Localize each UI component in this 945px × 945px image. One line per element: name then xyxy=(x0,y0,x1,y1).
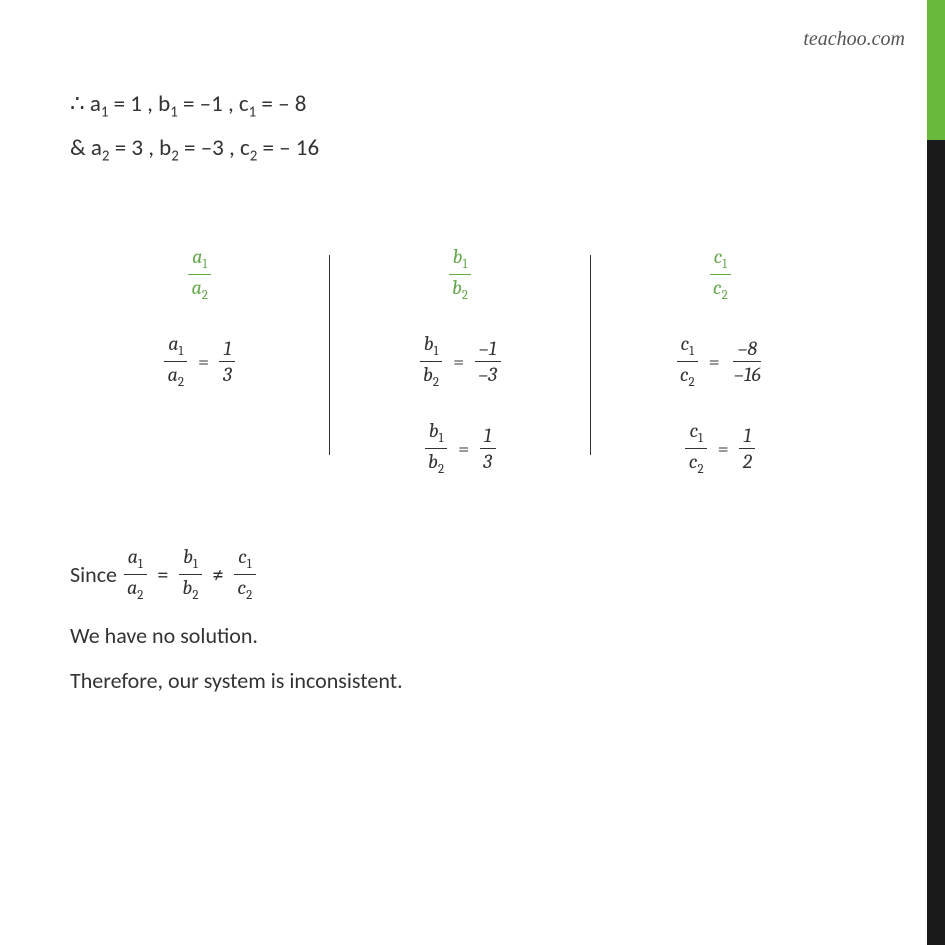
no-solution-line: We have no solution. xyxy=(70,622,850,649)
ratio-b-header: b1 b2 xyxy=(448,245,472,304)
ratio-b-value: b1 b2 = 1 3 xyxy=(424,419,496,478)
column-a: a1 a2 a1 a2 = 1 3 xyxy=(70,245,329,391)
ratio-c-step1: c1 c2 = –8 –16 xyxy=(676,332,765,391)
ratio-columns: a1 a2 a1 a2 = 1 3 b1 b2 xyxy=(70,245,850,475)
ampersand-symbol: & xyxy=(70,134,86,162)
inconsistent-line: Therefore, our system is inconsistent. xyxy=(70,667,850,694)
ratio-a-value: a1 a2 = 1 3 xyxy=(164,332,236,391)
a1-value: 1 xyxy=(130,90,142,118)
column-b: b1 b2 b1 b2 = –1 –3 b1 b2 = xyxy=(330,245,589,478)
given-line-1: ∴ a1 = 1 , b1 = –1 , c1 = – 8 xyxy=(70,90,850,122)
ratio-c-value: c1 c2 = 1 2 xyxy=(685,419,756,478)
c1-value: – 8 xyxy=(278,90,306,118)
therefore-symbol: ∴ xyxy=(70,90,85,118)
main-content: ∴ a1 = 1 , b1 = –1 , c1 = – 8 & a2 = 3 ,… xyxy=(70,90,850,712)
ratio-c-header: c1 c2 xyxy=(709,245,732,304)
right-sidebar xyxy=(927,0,945,945)
conclusion-block: Since a1 a2 = b1 b2 ≠ c1 c2 We have no s… xyxy=(70,545,850,694)
given-line-2: & a2 = 3 , b2 = –3 , c2 = – 16 xyxy=(70,134,850,166)
b1-value: –1 xyxy=(200,90,223,118)
since-word: Since xyxy=(70,561,117,588)
ratio-b-step1: b1 b2 = –1 –3 xyxy=(419,332,501,391)
since-line: Since a1 a2 = b1 b2 ≠ c1 c2 xyxy=(70,545,850,604)
sidebar-dark-segment xyxy=(927,140,945,945)
brand-watermark: teachoo.com xyxy=(803,28,905,51)
sidebar-green-segment xyxy=(927,0,945,140)
column-c: c1 c2 c1 c2 = –8 –16 c1 c2 = xyxy=(591,245,850,478)
ratio-a-header: a1 a2 xyxy=(187,245,211,304)
b2-value: –3 xyxy=(201,134,224,162)
a2-value: 3 xyxy=(131,134,143,162)
c2-value: – 16 xyxy=(279,134,319,162)
